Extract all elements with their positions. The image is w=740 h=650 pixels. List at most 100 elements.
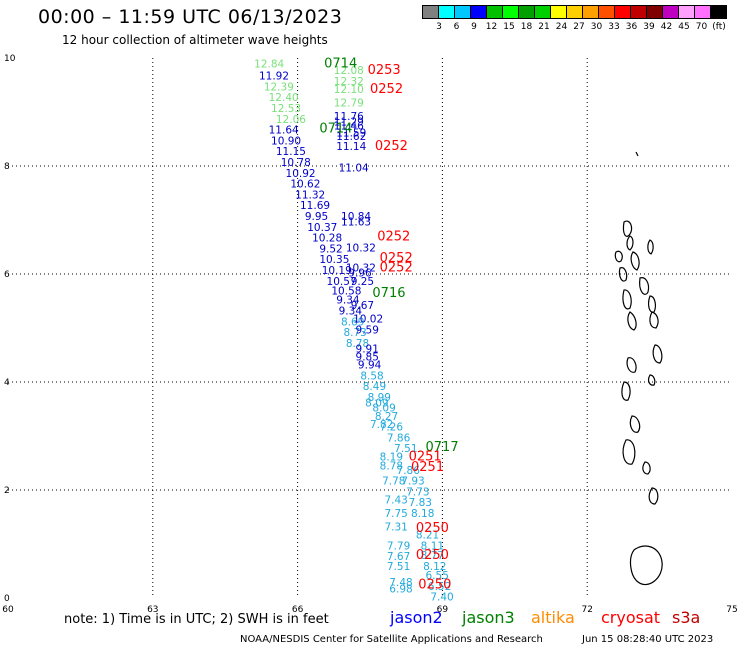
wave-height-value: 11.15 — [276, 146, 306, 158]
wave-height-value: 8.78 — [346, 338, 369, 350]
wave-height-value: 8.78 — [380, 460, 403, 472]
wave-height-value: 9.95 — [305, 211, 328, 223]
wave-height-value: 8.11 — [421, 540, 444, 552]
wave-height-value: 12.53 — [271, 103, 301, 115]
satellite-label-jason3: jason3 — [462, 608, 515, 627]
wave-height-value: 8.09 — [372, 403, 395, 415]
atoll-outline — [627, 311, 637, 331]
atoll-outline — [652, 344, 663, 364]
wave-height-value: 12.79 — [334, 98, 364, 110]
y-tick-label: 6 — [4, 270, 10, 280]
wave-height-value: 12.06 — [276, 114, 306, 126]
satellite-label-s3a: s3a — [672, 608, 701, 627]
wave-height-value: 8.77 — [421, 550, 444, 562]
atoll-outline — [621, 381, 631, 401]
wave-height-value: 11.46 — [334, 120, 364, 132]
x-tick-label: 66 — [292, 605, 304, 615]
wave-height-value: 10.37 — [307, 222, 337, 234]
pass-time-label: 0250 — [416, 521, 449, 536]
atoll-outline — [626, 235, 634, 251]
wave-height-value: 10.90 — [271, 135, 301, 147]
pass-time-label: 0253 — [368, 63, 401, 78]
wave-height-value: 9.91 — [356, 343, 379, 355]
legend-label: 30 — [590, 22, 603, 32]
credit-text: NOAA/NESDIS Center for Satellite Applica… — [240, 634, 543, 645]
wave-height-value: 7.43 — [384, 495, 407, 507]
wave-height-value: 8.18 — [411, 508, 434, 520]
atoll-outline — [622, 439, 636, 465]
atoll-outline — [639, 277, 650, 295]
legend-label: (ft) — [712, 22, 726, 32]
wave-height-value: 10.58 — [331, 286, 361, 298]
wave-height-value: 7.82 — [370, 419, 393, 431]
wave-height-value: 8.12 — [423, 561, 446, 573]
atoll-outline — [622, 289, 632, 310]
satellite-label-cryosat: cryosat — [601, 608, 661, 627]
wave-height-value: 6.52 — [428, 581, 451, 593]
atoll-outline — [630, 251, 640, 271]
atoll-outline — [622, 220, 633, 237]
legend-label: 3 — [436, 22, 442, 32]
x-tick-label: 63 — [147, 605, 158, 615]
legend-label: 9 — [471, 22, 477, 32]
x-tick-label: 69 — [437, 605, 449, 615]
x-tick-label: 60 — [2, 605, 14, 615]
wave-height-value: 11.04 — [339, 162, 369, 174]
wave-height-value: 10.84 — [341, 211, 371, 223]
pass-time-label: 0717 — [426, 440, 459, 455]
wave-height-value: 7.48 — [389, 577, 412, 589]
atoll-outline — [618, 267, 628, 282]
wave-height-value: 11.14 — [336, 141, 366, 153]
atoll-outline — [626, 357, 637, 373]
map-grid — [8, 58, 732, 598]
wave-height-value: 12.39 — [264, 81, 294, 93]
wave-height-value: 9.94 — [358, 360, 382, 372]
wave-height-value: 9.59 — [356, 324, 379, 336]
pass-time-label: 0716 — [372, 286, 405, 301]
y-tick-label: 4 — [4, 378, 10, 388]
wave-height-value: 10.62 — [290, 179, 320, 191]
wave-height-value: 8.99 — [368, 392, 391, 404]
legend-label: 70 — [695, 22, 708, 32]
atoll-outline — [648, 374, 656, 386]
atoll-outline — [642, 461, 651, 475]
legend-label: 6 — [453, 22, 460, 32]
wave-height-value: 10.32 — [346, 262, 376, 274]
wave-height-value: 7.73 — [406, 486, 429, 498]
wave-height-value: 12.40 — [269, 92, 299, 104]
wave-height-value: 7.93 — [401, 476, 424, 488]
wave-height-value: 7.78 — [382, 476, 405, 488]
legend-label: 27 — [573, 22, 585, 32]
satellite-label-jason2: jason2 — [390, 608, 443, 627]
wave-height-value: 6.98 — [389, 584, 412, 596]
y-tick-label: 10 — [4, 54, 16, 64]
wave-height-value: 7.83 — [409, 497, 432, 509]
atoll-outline — [649, 311, 659, 329]
wave-height-value: 12.32 — [334, 76, 364, 88]
observation-labels: 12.8411.9212.3912.4012.5312.0611.6410.90… — [254, 57, 458, 604]
wave-height-value: 8.19 — [380, 451, 403, 463]
wave-height-value: 12.10 — [334, 84, 364, 96]
pass-time-label: 0714 — [324, 57, 357, 72]
wave-height-value: 11.69 — [300, 200, 330, 212]
wave-height-value: 7.40 — [430, 592, 453, 604]
wave-height-value: 11.32 — [295, 189, 325, 201]
coastline — [614, 151, 663, 586]
wave-height-value: 9.34 — [339, 306, 363, 318]
atoll-outline — [629, 545, 663, 586]
legend-swatch — [710, 5, 727, 19]
wave-height-value: 6.55 — [426, 570, 449, 582]
wave-height-value: 10.57 — [327, 276, 357, 288]
pass-time-label: 0714 — [319, 122, 352, 137]
atoll-outline — [648, 295, 656, 313]
wave-height-value: 8.09 — [365, 397, 388, 409]
wave-height-value: 10.35 — [319, 254, 349, 266]
atoll-outline — [647, 239, 654, 255]
atoll-outline — [635, 151, 639, 157]
axis-ticks: 60 63 66 69 72 75 0 2 4 6 8 10 — [2, 54, 737, 615]
wave-height-value: 7.51 — [387, 561, 410, 573]
pass-time-label: 0250 — [418, 577, 451, 592]
wave-height-value: 11.64 — [269, 125, 299, 137]
wave-height-value: 7.67 — [387, 551, 410, 563]
wave-height-value: 11.63 — [341, 216, 371, 228]
